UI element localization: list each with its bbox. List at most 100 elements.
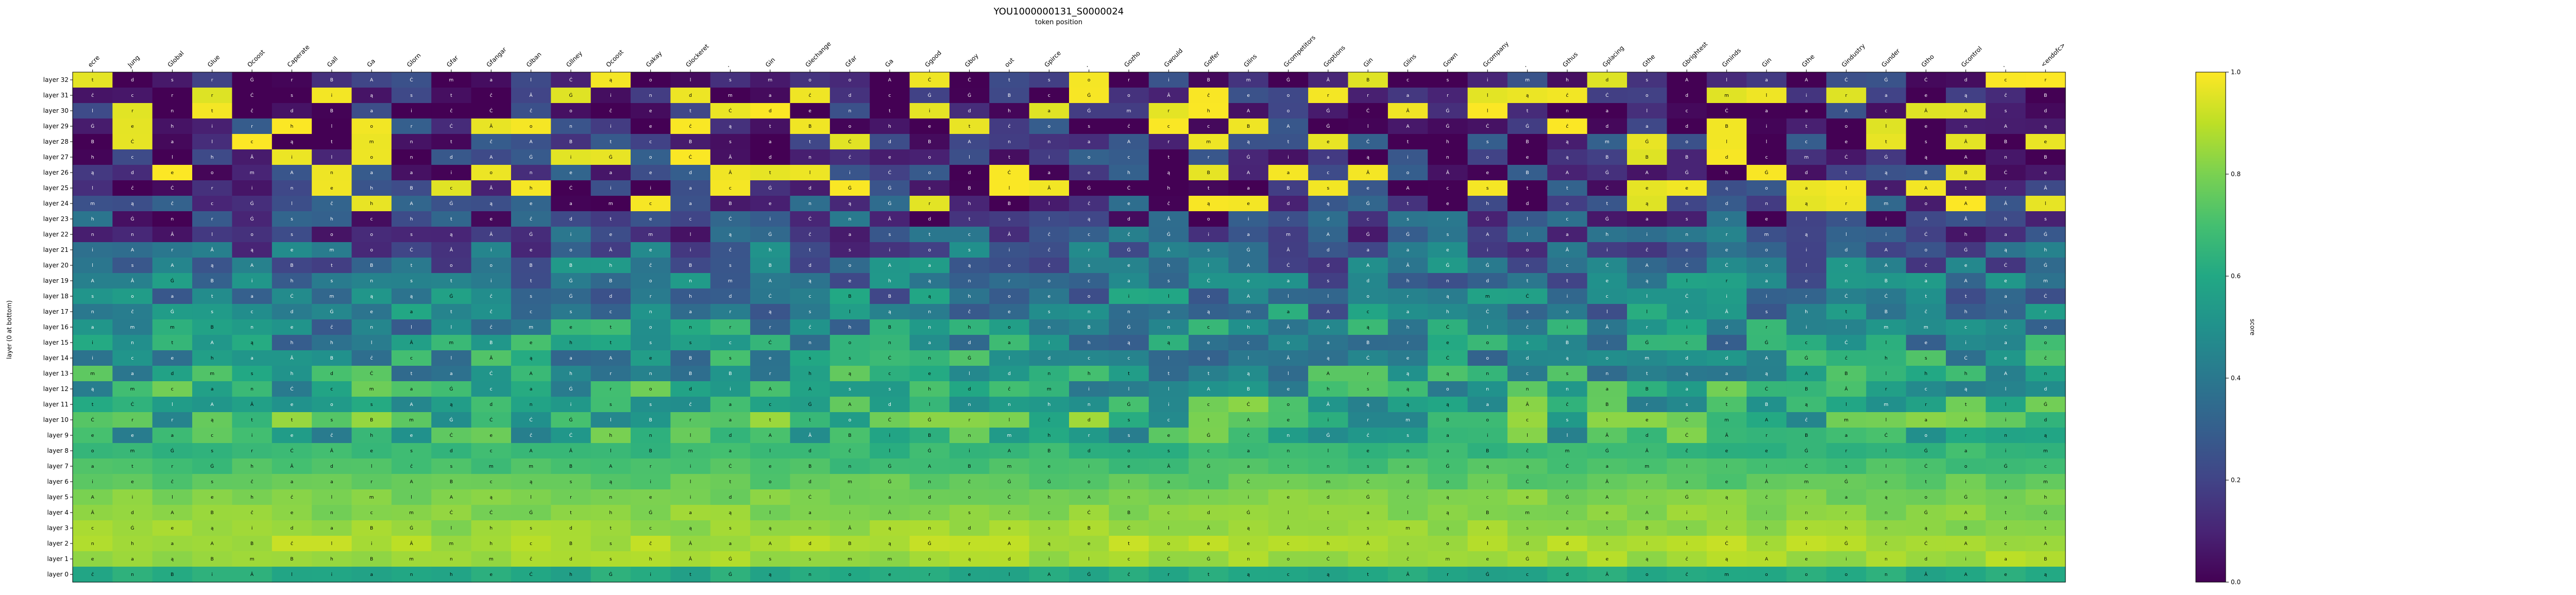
heatmap-cell bbox=[1706, 304, 1747, 320]
cell-glyph: Â bbox=[1286, 247, 1290, 253]
cell-glyph: s bbox=[131, 263, 134, 268]
cell-glyph: Ġ bbox=[1247, 510, 1250, 516]
heatmap-cell bbox=[1189, 72, 1229, 88]
heatmap-cell bbox=[192, 72, 233, 88]
heatmap-cell bbox=[1228, 180, 1269, 196]
cell-glyph: n bbox=[530, 402, 533, 407]
cell-glyph: m bbox=[768, 78, 772, 83]
cell-glyph: Ġ bbox=[1645, 139, 1649, 145]
heatmap-cell bbox=[192, 458, 233, 474]
cell-glyph: Ġ bbox=[171, 278, 174, 284]
cell-glyph: A bbox=[1088, 495, 1091, 500]
heatmap-cell bbox=[909, 381, 950, 397]
cell-glyph: t bbox=[1925, 480, 1927, 485]
cell-glyph: n bbox=[1446, 279, 1449, 284]
heatmap-cell bbox=[1667, 304, 1707, 320]
cell-glyph: A bbox=[1765, 418, 1769, 423]
heatmap-cell bbox=[1268, 165, 1309, 181]
cell-glyph: n bbox=[410, 140, 413, 145]
cell-glyph: s bbox=[410, 449, 413, 454]
cell-glyph: c bbox=[1048, 93, 1050, 98]
heatmap-cell bbox=[391, 366, 432, 382]
heatmap-cell bbox=[1627, 443, 1667, 459]
heatmap-cell bbox=[870, 319, 910, 335]
cell-glyph: d bbox=[2044, 109, 2047, 114]
cell-glyph: Â bbox=[689, 540, 692, 547]
cell-glyph: e bbox=[131, 480, 134, 485]
heatmap-cell bbox=[152, 304, 193, 320]
cell-glyph: s bbox=[1486, 140, 1489, 145]
heatmap-cell bbox=[2025, 165, 2066, 181]
heatmap-cell bbox=[670, 211, 711, 227]
heatmap-cell bbox=[1627, 319, 1667, 335]
cell-glyph: l bbox=[92, 186, 93, 191]
cell-glyph: Ċ bbox=[1366, 108, 1369, 114]
heatmap-cell bbox=[631, 443, 671, 459]
heatmap-cell bbox=[2025, 489, 2066, 505]
cell-glyph: c bbox=[1805, 140, 1808, 145]
heatmap-cell bbox=[631, 335, 671, 351]
heatmap-cell bbox=[1148, 118, 1189, 134]
heatmap-cell bbox=[1268, 443, 1309, 459]
cell-glyph: ą bbox=[1088, 217, 1091, 222]
cell-glyph: m bbox=[848, 557, 852, 562]
x-tick-label: <endofc> bbox=[2040, 41, 2067, 69]
heatmap-cell bbox=[1069, 88, 1109, 104]
heatmap-cell bbox=[232, 118, 273, 134]
heatmap-cell bbox=[551, 536, 591, 552]
heatmap-cell bbox=[1387, 242, 1428, 258]
heatmap-cell bbox=[750, 134, 791, 150]
cell-glyph: h bbox=[1964, 232, 1968, 237]
cell-glyph: A bbox=[211, 341, 214, 346]
heatmap-cell bbox=[551, 118, 591, 134]
heatmap-cell bbox=[1387, 505, 1428, 521]
heatmap-cell bbox=[1986, 196, 2026, 212]
cell-glyph: A bbox=[1247, 418, 1250, 423]
cell-glyph: ą bbox=[370, 294, 373, 299]
heatmap-cell bbox=[431, 474, 472, 490]
cell-glyph: B bbox=[410, 186, 413, 191]
heatmap-cell bbox=[1387, 165, 1428, 181]
heatmap-cell bbox=[1387, 335, 1428, 351]
cell-glyph: Ġ bbox=[1685, 495, 1689, 500]
cell-glyph: o bbox=[490, 263, 493, 268]
heatmap-cell bbox=[2025, 273, 2066, 289]
cell-glyph: o bbox=[649, 279, 652, 284]
cell-glyph: A bbox=[1605, 495, 1609, 500]
heatmap-cell bbox=[949, 319, 990, 335]
y-tick-label: layer 18 bbox=[43, 293, 69, 300]
cell-glyph: B bbox=[1008, 201, 1011, 207]
cell-glyph: l bbox=[1527, 232, 1528, 237]
heatmap-cell bbox=[152, 258, 193, 274]
heatmap-cell bbox=[631, 474, 671, 490]
cell-glyph: a bbox=[928, 341, 931, 346]
cell-glyph: t bbox=[450, 217, 452, 222]
cell-glyph: A bbox=[1247, 109, 1250, 114]
heatmap-cell bbox=[1866, 335, 1907, 351]
cell-glyph: ĉ bbox=[1008, 510, 1010, 516]
heatmap-cell bbox=[710, 381, 751, 397]
cell-glyph: i bbox=[1766, 294, 1768, 299]
cell-glyph: d bbox=[808, 480, 811, 485]
heatmap-cell bbox=[1786, 350, 1827, 366]
cell-glyph: Ġ bbox=[1685, 170, 1689, 176]
cell-glyph: ą bbox=[91, 171, 94, 176]
cell-glyph: s bbox=[1088, 124, 1090, 129]
heatmap-cell bbox=[1906, 118, 1946, 134]
cell-glyph: d bbox=[808, 541, 811, 547]
cell-glyph: n bbox=[1008, 402, 1011, 407]
heatmap-cell bbox=[1587, 381, 1628, 397]
heatmap-cell bbox=[710, 428, 751, 444]
heatmap-cell bbox=[272, 458, 312, 474]
heatmap-cell bbox=[2025, 180, 2066, 196]
cell-glyph: Ġ bbox=[1286, 77, 1290, 83]
cell-glyph: m bbox=[1804, 480, 1809, 485]
cell-glyph: Ġ bbox=[2044, 510, 2047, 516]
heatmap-cell bbox=[1986, 273, 2026, 289]
heatmap-cell bbox=[1428, 366, 1468, 382]
heatmap-cell bbox=[1228, 103, 1269, 119]
heatmap-cell bbox=[351, 242, 392, 258]
heatmap-cell bbox=[1387, 520, 1428, 536]
cell-glyph: l bbox=[451, 325, 452, 330]
cell-glyph: Ġ bbox=[928, 417, 931, 423]
